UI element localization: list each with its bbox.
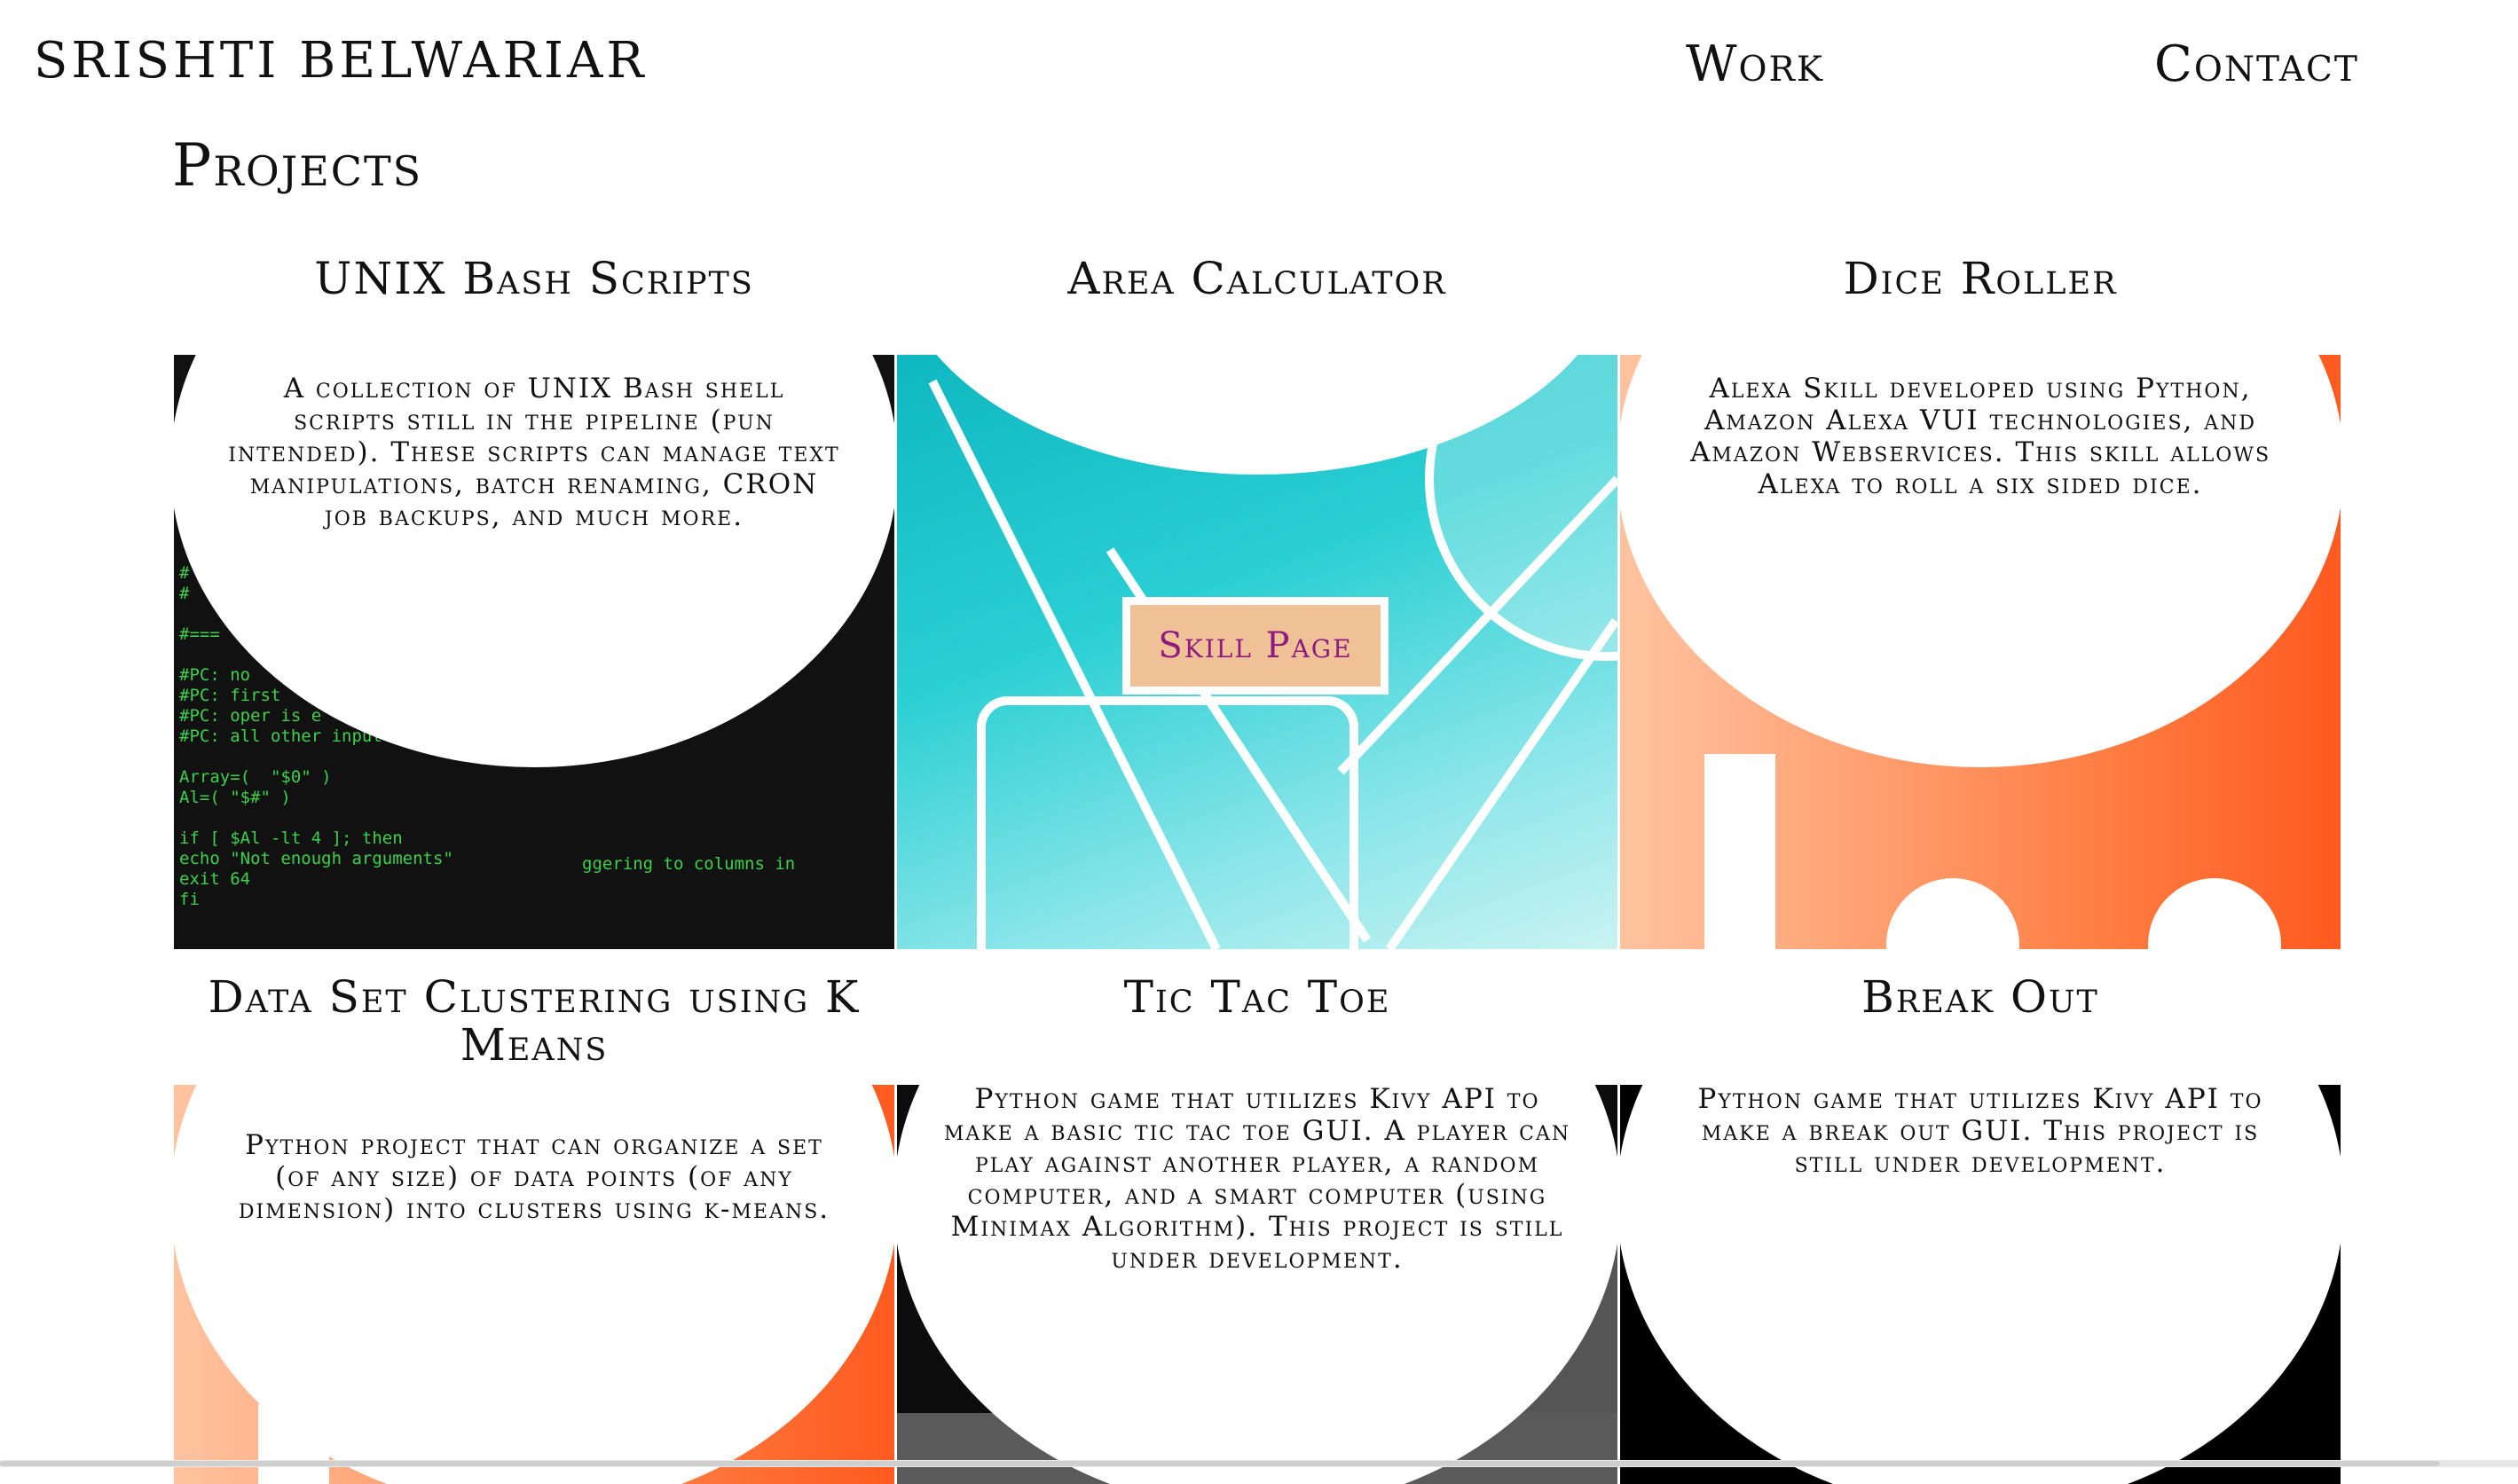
- project-title: Dice Roller: [1843, 253, 2118, 304]
- project-description: Alexa Skill developed using Python, Amaz…: [1689, 373, 2271, 500]
- project-title: Break Out: [1861, 971, 2099, 1023]
- project-description: Python project that can organize a set (…: [238, 1129, 830, 1225]
- project-title: Tic Tac Toe: [1123, 971, 1391, 1023]
- terminal-line: if [ $Al -lt 4 ]; then: [179, 828, 403, 848]
- horizontal-scrollbar[interactable]: [0, 1460, 2518, 1467]
- nav-contact[interactable]: Contact: [2154, 35, 2359, 93]
- projects-grid: UNIX Bash Scripts # # #=== #PC: no #PC: fi…: [174, 235, 2341, 1484]
- terminal-line: #PC: no: [179, 665, 251, 685]
- project-card-area-calculator: Area Calculator: [897, 235, 1617, 949]
- terminal-line: exit 64: [179, 869, 251, 889]
- geometry-shapes: [928, 355, 1617, 949]
- project-title: UNIX Bash Scripts: [314, 253, 754, 304]
- dice-pip: [2148, 878, 2281, 949]
- card-mask: [1620, 952, 2341, 1484]
- terminal-line: echo "Not enough arguments": [179, 849, 453, 868]
- card-mask: [174, 235, 894, 767]
- project-title: Area Calculator: [1067, 253, 1447, 304]
- project-title: Data Set Clustering using K Means: [208, 971, 861, 1071]
- terminal-line: #===: [179, 624, 220, 644]
- dice-pip: [1886, 878, 2019, 949]
- project-card-dice-roller: Dice Roller Alexa Skill developed using …: [1620, 235, 2341, 949]
- card-mask: [1620, 235, 2341, 767]
- terminal-line: Al=( "$#" ): [179, 788, 291, 807]
- terminal-text: # # #=== #PC: no #PC: first #PC: oper is e #…: [179, 563, 453, 910]
- terminal-line: #: [179, 563, 190, 583]
- terminal-line: #: [179, 584, 190, 603]
- project-description: Python game that utilizes Kivy API to ma…: [943, 1083, 1571, 1275]
- site-logo[interactable]: SRISHTI BELWARIAR: [34, 32, 648, 90]
- terminal-line: fi: [179, 890, 200, 909]
- nav-work[interactable]: Work: [1686, 35, 1825, 93]
- dice-edge: [1704, 754, 1775, 949]
- project-description: A collection of UNIX Bash shell scripts …: [228, 373, 840, 532]
- card-mask: [897, 952, 1617, 1484]
- project-card-break-out: Break Out Python game that utilizes Kivy…: [1620, 952, 2341, 1484]
- terminal-line: Array=( "$0" ): [179, 767, 332, 787]
- page-title: Projects: [172, 131, 423, 200]
- terminal-fragment: ggering to columns in: [582, 854, 796, 874]
- terminal-line: [179, 808, 453, 828]
- project-card-kmeans: Data Set Clustering using K Means Python…: [174, 952, 894, 1484]
- skill-page-button[interactable]: Skill Page: [1122, 597, 1389, 695]
- project-card-tic-tac-toe: Tic Tac Toe Python game that utilizes Ki…: [897, 952, 1617, 1484]
- project-card-unix-bash: UNIX Bash Scripts # # #=== #PC: no #PC: fi…: [174, 235, 894, 949]
- terminal-line: #PC: oper is e: [179, 706, 322, 726]
- card-mask: [174, 952, 894, 1484]
- terminal-line: #PC: first: [179, 686, 281, 705]
- project-description: Python game that utilizes Kivy API to ma…: [1697, 1083, 2263, 1179]
- scrollbar-thumb[interactable]: [0, 1461, 2440, 1466]
